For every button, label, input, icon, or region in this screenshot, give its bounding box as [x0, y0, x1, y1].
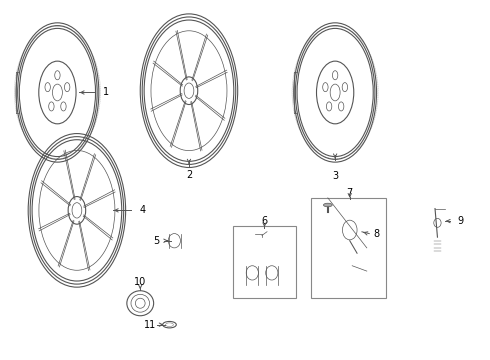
Text: 5: 5	[153, 236, 159, 246]
Text: 8: 8	[373, 229, 380, 239]
Text: 4: 4	[140, 205, 146, 215]
Text: 7: 7	[346, 188, 353, 198]
Text: 6: 6	[262, 216, 268, 226]
Ellipse shape	[323, 203, 332, 207]
Text: 1: 1	[103, 87, 109, 98]
Text: 3: 3	[332, 171, 338, 181]
Text: 11: 11	[144, 320, 156, 330]
Text: 9: 9	[457, 216, 464, 226]
Bar	[233, 226, 296, 298]
Text: 2: 2	[186, 170, 192, 180]
Bar	[311, 198, 386, 298]
Text: 10: 10	[134, 277, 147, 287]
